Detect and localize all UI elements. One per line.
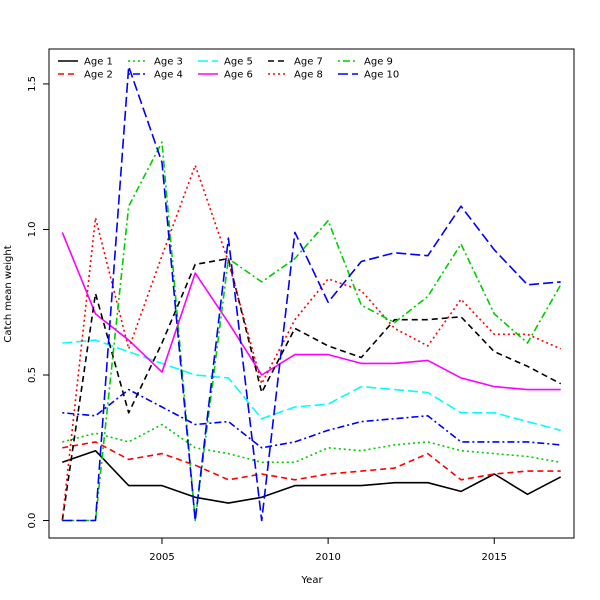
y-tick-label: 1.5 [27,76,38,92]
legend-label: Age 10 [364,70,399,81]
x-tick-label: 2010 [315,552,340,563]
legend-item-age-4: Age 4 [128,70,183,81]
series-line-age-9 [62,141,562,522]
series-lines [61,65,562,522]
y-tick-label: 0.5 [27,367,38,383]
x-tick-label: 2005 [149,552,174,563]
legend-item-age-6: Age 6 [198,70,253,81]
legend-item-age-2: Age 2 [58,70,113,81]
legend-label: Age 2 [84,70,113,81]
legend-item-age-7: Age 7 [268,57,323,68]
y-axis: 0.0 0.5 1.0 1.5 [27,76,49,529]
x-axis: 2005 2010 2015 [149,538,507,563]
series-line-age-7 [61,257,562,521]
legend-label: Age 7 [294,57,323,68]
legend-item-age-9: Age 9 [338,57,393,68]
plot-frame [48,48,575,539]
legend-item-age-5: Age 5 [198,57,253,68]
legend-label: Age 6 [224,70,253,81]
legend-label: Age 3 [154,57,183,68]
series-line-age-5 [62,339,561,432]
series-line-age-4 [62,388,561,449]
legend: Age 1 Age 2 Age 3 Age 4 Age 5 Age 6 Age 7 Age 8… [58,57,399,81]
y-tick-label: 1.0 [27,222,38,238]
series-line-age-8 [61,164,562,521]
series-line-age-3 [62,423,561,464]
series-line-age-1 [62,449,562,504]
y-tick-label: 0.0 [27,513,38,529]
legend-label: Age 9 [364,57,393,68]
y-axis-title: Catch mean weight [3,245,14,342]
legend-item-age-1: Age 1 [58,57,113,68]
legend-label: Age 8 [294,70,323,81]
series-line-age-6 [61,232,561,391]
series-line-age-2 [62,441,561,481]
legend-label: Age 4 [154,70,183,81]
legend-label: Age 5 [224,57,253,68]
legend-item-age-10: Age 10 [338,70,399,81]
legend-item-age-8: Age 8 [268,70,323,81]
legend-label: Age 1 [84,57,113,68]
x-axis-title: Year [300,575,323,586]
x-tick-label: 2015 [482,552,507,563]
legend-item-age-3: Age 3 [128,57,183,68]
series-line-age-10 [62,65,561,522]
